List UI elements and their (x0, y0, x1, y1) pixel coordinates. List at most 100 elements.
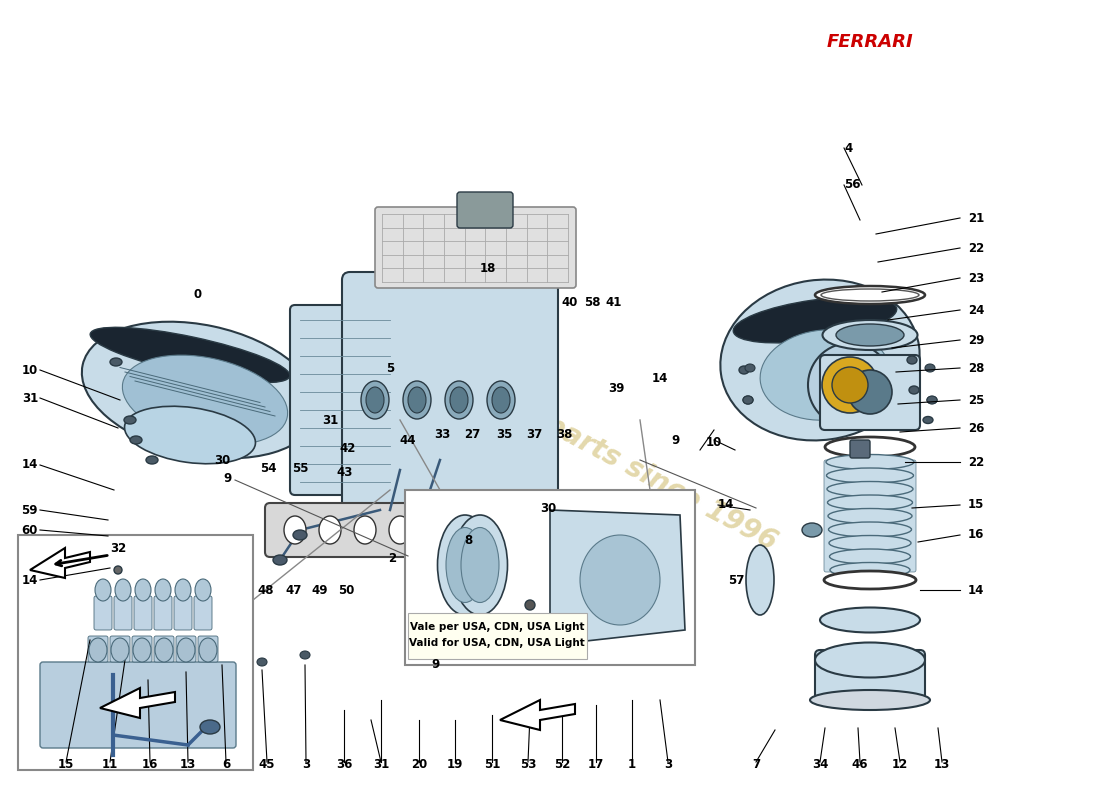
Text: 14: 14 (22, 574, 38, 586)
Ellipse shape (104, 651, 116, 659)
Text: Valid for USA, CDN, USA Light: Valid for USA, CDN, USA Light (409, 638, 585, 648)
Text: 13: 13 (934, 758, 950, 771)
Text: 20: 20 (411, 758, 427, 771)
Ellipse shape (111, 638, 129, 662)
Text: 19: 19 (447, 758, 463, 771)
FancyBboxPatch shape (815, 650, 925, 700)
Ellipse shape (182, 666, 191, 674)
FancyBboxPatch shape (110, 636, 130, 662)
Text: 59: 59 (22, 503, 38, 517)
Ellipse shape (836, 324, 904, 346)
Ellipse shape (494, 516, 516, 544)
Ellipse shape (424, 516, 446, 544)
Circle shape (848, 370, 892, 414)
FancyBboxPatch shape (94, 596, 112, 630)
Text: 8: 8 (464, 534, 472, 546)
Ellipse shape (745, 364, 755, 372)
Circle shape (808, 343, 892, 427)
Ellipse shape (450, 387, 468, 413)
Ellipse shape (830, 562, 910, 578)
Ellipse shape (95, 579, 111, 601)
Ellipse shape (760, 330, 890, 420)
Ellipse shape (923, 417, 933, 423)
Text: 50: 50 (338, 583, 354, 597)
Text: 53: 53 (520, 758, 536, 771)
Ellipse shape (825, 437, 915, 457)
Text: Vale per USA, CDN, USA Light: Vale per USA, CDN, USA Light (409, 622, 584, 632)
Text: 22: 22 (968, 242, 984, 254)
Ellipse shape (734, 297, 896, 343)
Text: 47: 47 (286, 583, 302, 597)
Ellipse shape (908, 356, 917, 364)
FancyBboxPatch shape (405, 490, 695, 665)
Text: 14: 14 (718, 498, 735, 511)
Text: 54: 54 (260, 462, 276, 474)
Ellipse shape (742, 396, 754, 404)
FancyBboxPatch shape (820, 355, 920, 430)
Text: 55: 55 (292, 462, 308, 474)
Ellipse shape (492, 387, 510, 413)
Text: 22: 22 (968, 455, 984, 469)
Text: 0: 0 (194, 289, 202, 302)
Ellipse shape (124, 416, 136, 424)
Ellipse shape (366, 387, 384, 413)
FancyBboxPatch shape (40, 662, 236, 748)
Text: 10: 10 (22, 363, 38, 377)
Text: 32: 32 (110, 542, 126, 554)
FancyBboxPatch shape (824, 460, 916, 572)
Ellipse shape (199, 638, 217, 662)
FancyBboxPatch shape (198, 636, 218, 662)
Text: 35: 35 (496, 429, 513, 442)
Text: 18: 18 (480, 262, 496, 274)
Text: 51: 51 (484, 758, 500, 771)
Text: 15: 15 (58, 758, 74, 771)
Text: 60: 60 (22, 523, 38, 537)
Ellipse shape (802, 523, 822, 537)
Text: 30: 30 (213, 454, 230, 466)
Ellipse shape (815, 642, 925, 678)
Ellipse shape (826, 468, 913, 483)
Text: 28: 28 (968, 362, 984, 374)
FancyBboxPatch shape (265, 503, 675, 557)
Ellipse shape (403, 381, 431, 419)
Text: 25: 25 (968, 394, 984, 406)
Ellipse shape (828, 509, 912, 523)
Text: 41: 41 (606, 295, 623, 309)
FancyBboxPatch shape (154, 636, 174, 662)
Ellipse shape (130, 436, 142, 444)
Ellipse shape (319, 516, 341, 544)
Text: 38: 38 (556, 429, 572, 442)
Text: 16: 16 (142, 758, 158, 771)
Text: 58: 58 (584, 295, 601, 309)
Polygon shape (500, 700, 575, 730)
Ellipse shape (257, 658, 267, 666)
Ellipse shape (564, 516, 586, 544)
FancyBboxPatch shape (290, 305, 400, 495)
Ellipse shape (634, 516, 656, 544)
Text: 16: 16 (968, 529, 984, 542)
Ellipse shape (89, 638, 107, 662)
Ellipse shape (600, 516, 621, 544)
Ellipse shape (487, 381, 515, 419)
Ellipse shape (135, 579, 151, 601)
Text: 39: 39 (608, 382, 624, 394)
Text: 13: 13 (180, 758, 196, 771)
Ellipse shape (438, 515, 493, 615)
Text: 10: 10 (706, 437, 722, 450)
Ellipse shape (828, 522, 912, 537)
Text: 57: 57 (728, 574, 745, 586)
Circle shape (525, 600, 535, 610)
Ellipse shape (529, 516, 551, 544)
Text: FERRARI: FERRARI (826, 33, 913, 51)
FancyBboxPatch shape (18, 535, 253, 770)
Ellipse shape (408, 387, 426, 413)
Text: 48: 48 (257, 583, 274, 597)
Ellipse shape (217, 654, 227, 662)
Ellipse shape (446, 527, 484, 602)
Ellipse shape (361, 381, 389, 419)
Text: 42: 42 (340, 442, 356, 454)
Text: 9: 9 (672, 434, 680, 446)
Text: 11: 11 (102, 758, 118, 771)
Ellipse shape (81, 322, 318, 458)
Ellipse shape (827, 482, 913, 497)
